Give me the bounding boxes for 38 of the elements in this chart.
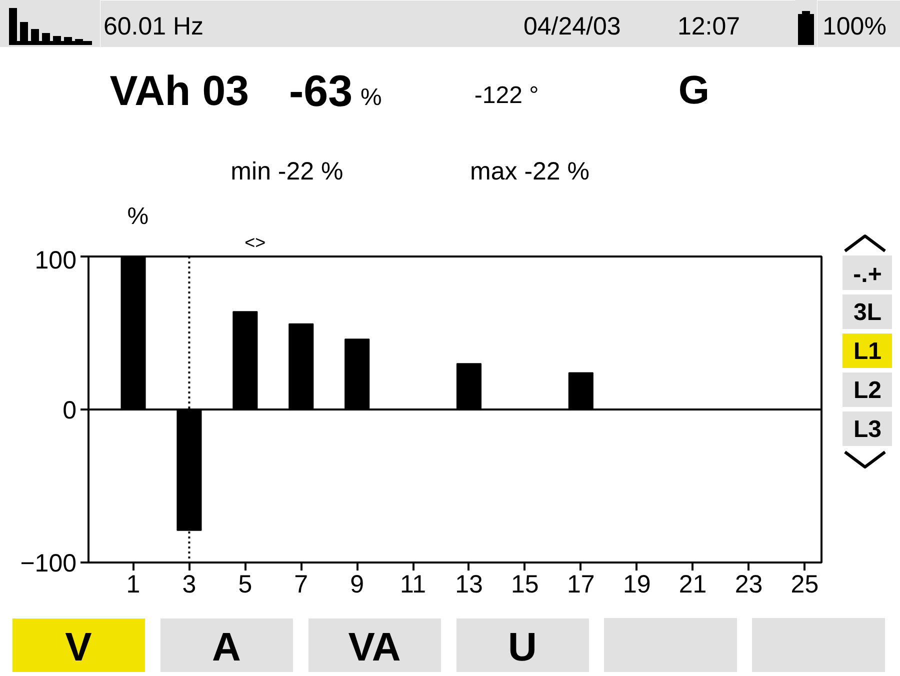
text: 60.01 Hz bbox=[104, 12, 204, 40]
text: 04/24/03 bbox=[524, 12, 621, 40]
text: VA bbox=[348, 626, 401, 670]
ref-line-label: <> bbox=[244, 232, 266, 252]
x-tick-label: 3 bbox=[182, 570, 196, 598]
x-tick-label: 5 bbox=[238, 570, 252, 598]
x-tick-label: 11 bbox=[400, 570, 426, 598]
text: 3L bbox=[853, 299, 882, 326]
y-tick-label: −100 bbox=[20, 550, 76, 578]
text: L3 bbox=[853, 416, 882, 443]
text: -63 bbox=[288, 67, 353, 116]
x-tick-label: 15 bbox=[511, 570, 539, 598]
text: L1 bbox=[853, 338, 882, 365]
text: U bbox=[508, 626, 537, 670]
y-tick-label: 100 bbox=[34, 246, 77, 274]
text: VAh 03 bbox=[110, 67, 249, 114]
text: V bbox=[65, 626, 92, 670]
x-tick-label: 9 bbox=[350, 570, 364, 598]
x-tick-label: 7 bbox=[294, 570, 308, 598]
y-tick-label: 0 bbox=[62, 396, 76, 424]
text: min -22 % bbox=[230, 158, 344, 186]
x-tick-label: 19 bbox=[622, 570, 651, 598]
text: -122 ° bbox=[474, 82, 539, 109]
x-tick-label: 21 bbox=[678, 570, 707, 598]
x-tick-label: 1 bbox=[126, 570, 140, 598]
text: 100% bbox=[822, 12, 886, 40]
text: % bbox=[360, 84, 382, 111]
x-tick-label: 23 bbox=[734, 570, 763, 598]
text: max -22 % bbox=[470, 158, 590, 186]
text: 12:07 bbox=[678, 12, 740, 40]
text: G bbox=[678, 68, 710, 112]
y-axis-title: % bbox=[127, 203, 149, 230]
text: -.+ bbox=[853, 261, 882, 288]
x-tick-label: 13 bbox=[455, 570, 483, 598]
text: A bbox=[212, 626, 241, 670]
text: L2 bbox=[853, 377, 882, 404]
x-tick-label: 17 bbox=[566, 570, 595, 598]
x-tick-label: 25 bbox=[790, 570, 819, 598]
